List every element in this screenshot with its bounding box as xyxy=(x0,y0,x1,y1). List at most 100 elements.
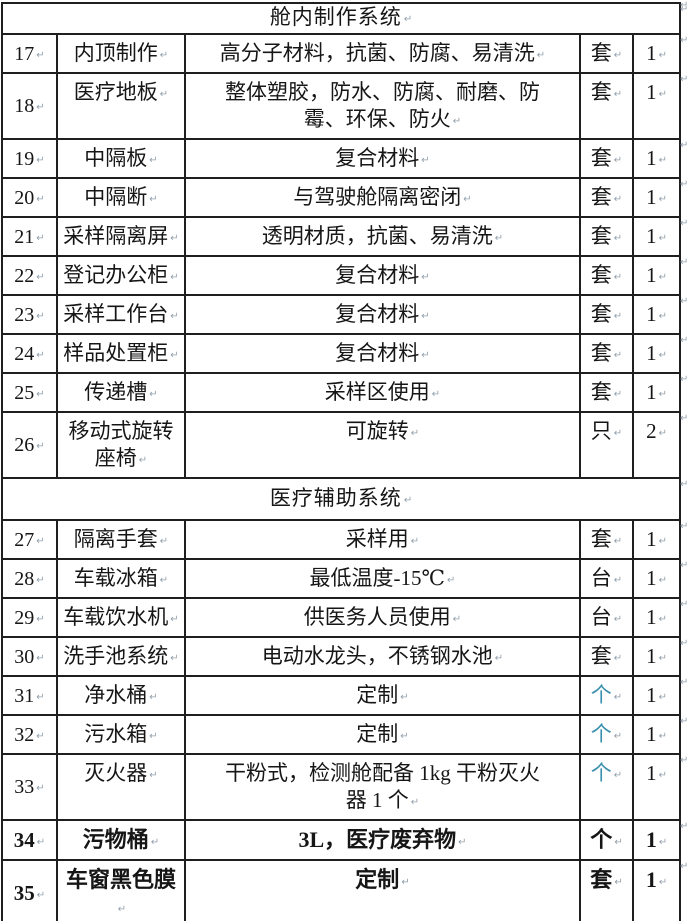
table-row: 17 ↵ 内顶制作 ↵ 高分子材料，抗菌、防腐、易清洗 ↵ 套 ↵ 1 ↵ xyxy=(1,33,682,74)
cell-end-mark-icon: ↵ xyxy=(452,116,462,127)
cell-end-mark-icon: ↵ xyxy=(613,233,623,244)
item-desc-cell: 电动水龙头，不锈钢水池 ↵ xyxy=(184,636,581,677)
row-number-cell: 30 ↵ xyxy=(1,636,58,677)
item-name-cell-text: 灭火器 xyxy=(84,761,148,785)
row-end-mark-icon: ↵ xyxy=(680,821,687,832)
row-end-mark-icon: ↵ xyxy=(680,413,687,424)
unit-cell-text: 台 xyxy=(590,605,612,629)
item-name-cell-text: 隔离手套 xyxy=(73,527,158,551)
unit-cell-text: 套 xyxy=(590,867,613,892)
item-desc-cell-text: 高分子材料，抗菌、防腐、易清洗 xyxy=(219,41,535,65)
item-desc-cell-text: 采样区使用 xyxy=(324,380,430,404)
unit-cell: 台 ↵ xyxy=(579,597,634,638)
row-end-mark-icon: ↵ xyxy=(680,4,687,15)
unit-cell: 个 ↵ xyxy=(579,714,634,755)
table-row: 26 ↵ 移动式旋转座椅 ↵ 可旋转 ↵ 只 ↵ 2 ↵ xyxy=(1,411,682,479)
row-number-cell-text: 19 xyxy=(14,147,35,170)
cell-end-mark-icon: ↵ xyxy=(658,155,667,166)
table-row: 35 ↵ 车窗黑色膜↵ 定制 ↵ 套 ↵ 1 ↵ xyxy=(1,859,682,921)
unit-cell-text: 套 xyxy=(590,185,612,209)
cell-end-mark-icon: ↵ xyxy=(36,535,45,547)
cell-end-mark-icon: ↵ xyxy=(403,14,413,25)
cell-end-mark-icon: ↵ xyxy=(170,350,179,361)
qty-cell-text: 2 xyxy=(646,419,657,443)
cell-end-mark-icon: ↵ xyxy=(400,731,409,742)
cell-end-mark-icon: ↵ xyxy=(658,311,667,322)
unit-cell: 套 ↵ xyxy=(579,138,634,179)
table-row: 19 ↵ 中隔板 ↵ 复合材料 ↵ 套 ↵ 1 ↵ xyxy=(1,138,682,179)
qty-cell: 1 ↵ xyxy=(631,294,682,335)
row-number-cell-text: 33 xyxy=(14,776,35,798)
item-desc-cell: 最低温度-15℃ ↵ xyxy=(184,558,581,599)
item-name-cell-text: 中隔断 xyxy=(84,185,148,209)
item-name-cell-text: 内顶制作 xyxy=(73,41,158,65)
cell-end-mark-icon: ↵ xyxy=(36,574,45,586)
qty-cell-text: 1 xyxy=(646,224,657,248)
qty-cell-text: 1 xyxy=(646,527,657,551)
unit-cell-text: 套 xyxy=(590,302,612,326)
cell-end-mark-icon: ↵ xyxy=(410,428,420,439)
item-desc-cell-text: 3L，医疗废弃物 xyxy=(298,827,457,852)
row-number-cell-text: 17 xyxy=(14,42,35,65)
item-name-cell-text: 医疗地板 xyxy=(73,80,158,104)
row-end-mark-icon: ↵ xyxy=(680,638,687,649)
cell-end-mark-icon: ↵ xyxy=(452,614,462,625)
row-end-mark-icon: ↵ xyxy=(680,257,687,268)
cell-end-mark-icon: ↵ xyxy=(613,155,623,166)
qty-cell: 1 ↵ xyxy=(631,216,682,257)
table-row: 27 ↵ 隔离手套 ↵ 采样用 ↵ 套 ↵ 1 ↵ xyxy=(1,519,682,560)
row-number-cell: 18 ↵ xyxy=(1,72,58,140)
cell-end-mark-icon: ↵ xyxy=(36,349,45,361)
item-name-cell: 污物桶 ↵ xyxy=(56,819,186,861)
item-name-cell: 隔离手套 ↵ xyxy=(56,519,186,560)
row-number-cell-text: 31 xyxy=(14,684,35,707)
row-number-cell: 28 ↵ xyxy=(1,558,58,599)
unit-cell: 个 ↵ xyxy=(579,753,634,821)
item-desc-cell-text: 复合材料 xyxy=(335,146,420,170)
item-desc-cell-text: 与驾驶舱隔离密闭 xyxy=(293,185,462,209)
row-number-cell-text: 22 xyxy=(14,264,35,287)
cell-end-mark-icon: ↵ xyxy=(36,613,45,625)
cell-end-mark-icon: ↵ xyxy=(658,50,667,61)
section-title-text: 医疗辅助系统 xyxy=(269,486,402,510)
qty-cell-text: 1 xyxy=(646,683,657,707)
row-number-cell: 22 ↵ xyxy=(1,255,58,296)
item-desc-cell: 整体塑胶，防水、防腐、耐磨、防霉、环保、防火 ↵ xyxy=(184,72,581,140)
qty-cell: 1 ↵ xyxy=(631,138,682,179)
unit-cell-text: 套 xyxy=(590,41,612,65)
item-name-cell-text: 移动式旋转座椅 xyxy=(68,419,174,470)
unit-cell: 套 ↵ xyxy=(579,72,634,140)
cell-end-mark-icon: ↵ xyxy=(658,233,667,244)
cell-end-mark-icon: ↵ xyxy=(613,311,623,322)
cell-end-mark-icon: ↵ xyxy=(613,536,623,547)
qty-cell: 1 ↵ xyxy=(631,675,682,716)
item-name-cell-text: 污水箱 xyxy=(84,722,148,746)
cell-end-mark-icon: ↵ xyxy=(421,272,430,283)
cell-end-mark-icon: ↵ xyxy=(149,155,158,166)
item-name-cell: 污水箱 ↵ xyxy=(56,714,186,755)
item-name-cell-text: 中隔板 xyxy=(84,146,148,170)
qty-cell-text: 1 xyxy=(646,263,657,287)
unit-cell-text: 套 xyxy=(590,380,612,404)
row-number-cell-text: 20 xyxy=(14,186,35,209)
item-name-cell: 车载冰箱 ↵ xyxy=(56,558,186,599)
item-desc-cell: 复合材料 ↵ xyxy=(184,294,581,335)
cell-end-mark-icon: ↵ xyxy=(613,350,623,361)
row-end-mark-icon: ↵ xyxy=(680,140,687,151)
cell-end-mark-icon: ↵ xyxy=(613,389,623,400)
cell-end-mark-icon: ↵ xyxy=(421,311,430,322)
cell-end-mark-icon: ↵ xyxy=(494,653,504,664)
item-name-cell: 样品处置柜 ↵ xyxy=(56,333,186,374)
row-number-cell-text: 35 xyxy=(13,881,35,905)
unit-cell-text: 台 xyxy=(590,566,612,590)
item-name-cell-text: 样品处置柜 xyxy=(63,341,169,365)
item-name-cell: 灭火器 ↵ xyxy=(56,753,186,821)
unit-cell: 台 ↵ xyxy=(579,558,634,599)
qty-cell: 1 ↵ xyxy=(631,636,682,677)
qty-cell-text: 1 xyxy=(645,827,657,852)
item-desc-cell-text: 定制 xyxy=(355,867,400,892)
item-desc-cell-text: 可旋转 xyxy=(345,419,409,443)
unit-cell: 套 ↵ xyxy=(579,859,634,921)
item-name-cell: 中隔板 ↵ xyxy=(56,138,186,179)
